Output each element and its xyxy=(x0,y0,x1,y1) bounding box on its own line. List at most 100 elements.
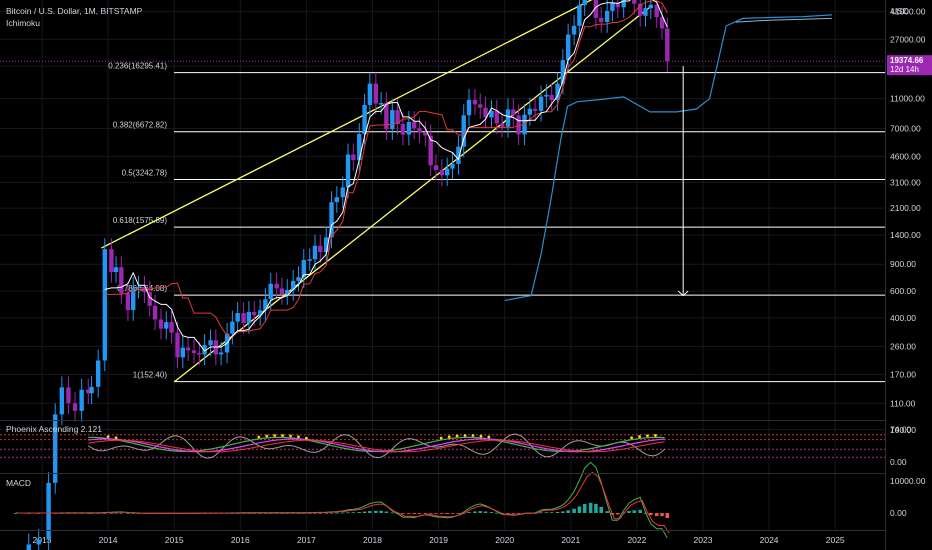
candle-body xyxy=(169,322,174,333)
macd-histogram-bar xyxy=(324,512,329,514)
time-axis-tick-label: 2013 xyxy=(33,535,52,545)
candle-body xyxy=(577,5,582,26)
phoenix-signal-dot xyxy=(305,436,308,440)
candle-body xyxy=(362,104,367,135)
macd-histogram-bar xyxy=(467,512,471,513)
candle-body xyxy=(638,3,643,16)
phoenix-signal-dot xyxy=(265,434,269,438)
candle-body xyxy=(164,322,169,329)
candle-body xyxy=(36,539,41,545)
candle-body xyxy=(439,170,445,176)
trendline xyxy=(173,6,651,383)
candle-body xyxy=(46,482,51,540)
candle-body xyxy=(241,313,246,324)
macd-histogram-bar xyxy=(131,512,136,514)
candle-body xyxy=(307,259,312,261)
candle-body xyxy=(384,103,389,130)
candle-body xyxy=(571,25,577,35)
macd-histogram-bar xyxy=(434,513,438,514)
phoenix-signal-dot xyxy=(463,434,467,437)
price-axis-tick-label: 3100.00 xyxy=(890,177,921,187)
macd-histogram-bar xyxy=(577,506,582,513)
indicator-phoenix-label[interactable]: Phoenix Ascending 2.121 xyxy=(6,424,102,434)
phoenix-signal-dot xyxy=(281,434,285,437)
price-axis-tick-label: 4600.00 xyxy=(890,151,921,161)
macd-histogram-bar xyxy=(456,513,461,514)
candle-body xyxy=(367,83,373,105)
candle-body xyxy=(378,103,384,105)
phoenix-line-magenta xyxy=(88,438,665,453)
macd-histogram-bar xyxy=(329,512,334,514)
price-axis-tick-label: 27000.00 xyxy=(890,34,926,44)
candle-body xyxy=(423,132,428,136)
candle-body xyxy=(499,123,505,127)
macd-histogram-bar xyxy=(627,511,631,513)
macd-histogram-bar xyxy=(351,512,356,514)
candle-body xyxy=(158,319,164,329)
macd-histogram-bar xyxy=(450,513,455,514)
macd-histogram-bar xyxy=(428,513,433,514)
candle-body xyxy=(643,8,648,16)
candle-body xyxy=(152,305,158,320)
candle-body xyxy=(185,347,191,351)
macd-histogram-bar xyxy=(412,513,416,514)
price-axis-separator xyxy=(885,0,886,550)
indicator-ichimoku-label[interactable]: Ichimoku xyxy=(6,18,41,28)
phoenix-signal-dot xyxy=(471,434,475,437)
time-axis-tick-label: 2025 xyxy=(826,535,845,545)
candle-body xyxy=(86,389,91,394)
ichimoku-conversion-line xyxy=(104,0,668,352)
macd-histogram-bar xyxy=(280,512,284,514)
candle-body xyxy=(334,197,340,203)
candle-body xyxy=(511,109,516,116)
indicator-macd-label[interactable]: MACD xyxy=(6,478,32,488)
price-axis-tick-label: 170.00 xyxy=(890,369,916,379)
macd-histogram-bar xyxy=(648,513,653,516)
candle-body xyxy=(285,290,290,295)
macd-histogram-bar xyxy=(407,513,411,514)
macd-histogram-bar xyxy=(473,511,477,513)
candle-body xyxy=(268,283,273,300)
phoenix-signal-dot xyxy=(455,434,459,438)
phoenix-signal-dot xyxy=(257,435,261,439)
candle-body xyxy=(191,350,197,354)
fib-level-label: 0.236(16295.41) xyxy=(108,62,167,71)
candle-body xyxy=(560,60,566,84)
macd-histogram-bar xyxy=(539,512,543,514)
macd-histogram-bar xyxy=(544,512,549,514)
time-axis-tick-label: 2023 xyxy=(694,535,713,545)
pane-separator[interactable] xyxy=(0,420,885,421)
macd-axis-tick-label: 0.00 xyxy=(890,508,907,518)
time-axis-tick-label: 2018 xyxy=(363,535,382,545)
current-price-badge xyxy=(887,55,932,76)
candle-body xyxy=(147,292,152,306)
pane-separator[interactable] xyxy=(0,473,885,474)
candle-body xyxy=(102,249,107,361)
macd-histogram-bar xyxy=(632,510,637,513)
candle-body xyxy=(654,4,659,18)
phoenix-axis-tick-label: 100.00 xyxy=(890,425,916,435)
candle-body xyxy=(175,332,180,358)
phoenix-signal-dot xyxy=(447,435,451,439)
macd-histogram-bar xyxy=(423,513,428,514)
price-axis-tick-label: 2100.00 xyxy=(890,203,921,213)
candle-body xyxy=(549,94,554,100)
time-axis-separator xyxy=(0,530,885,531)
price-axis-tick-label: 900.00 xyxy=(890,259,916,269)
candle-body xyxy=(478,104,483,108)
candle-body xyxy=(489,110,494,118)
phoenix-signal-dot xyxy=(439,436,443,440)
price-axis-tick-label: 11000.00 xyxy=(890,94,925,104)
time-axis-tick-label: 2014 xyxy=(99,535,118,545)
phoenix-signal-dot xyxy=(630,436,634,440)
macd-histogram-bar xyxy=(417,513,422,514)
price-axis-tick-label: 110.00 xyxy=(890,398,916,408)
candle-body xyxy=(301,259,306,278)
macd-histogram-bar xyxy=(340,512,345,514)
candle-body xyxy=(235,313,240,322)
phoenix-signal-dot xyxy=(114,436,118,440)
projection-arrow-head xyxy=(677,290,689,297)
macd-histogram-bar xyxy=(511,513,516,514)
candle-body xyxy=(125,293,131,311)
